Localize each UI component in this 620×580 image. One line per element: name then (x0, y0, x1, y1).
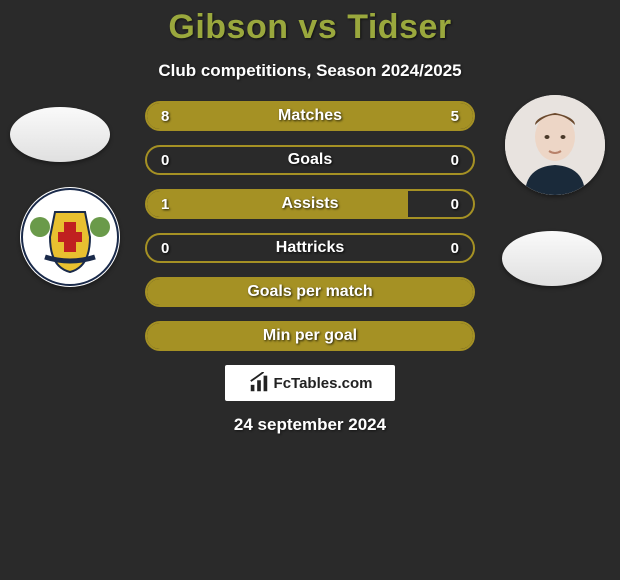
stat-value-left: 0 (161, 240, 169, 257)
logo-chart-icon (248, 372, 270, 394)
stat-label: Hattricks (276, 239, 344, 257)
subtitle: Club competitions, Season 2024/2025 (158, 61, 461, 81)
stat-row: 8 5 Matches (145, 101, 475, 131)
stat-value-left: 1 (161, 196, 169, 213)
page-title: Gibson vs Tidser (168, 8, 451, 47)
stat-label: Goals (288, 151, 332, 169)
stat-value-left: 8 (161, 108, 169, 125)
stat-row: 1 0 Assists (145, 189, 475, 219)
stat-value-right: 0 (451, 240, 459, 257)
stat-value-left: 0 (161, 152, 169, 169)
body-row: 8 5 Matches 0 0 Goals 1 0 Assists 0 0 Hattricks Goal… (0, 101, 620, 351)
stat-row: 0 0 Goals (145, 145, 475, 175)
fctables-logo: FcTables.com (225, 365, 395, 401)
stat-label: Matches (278, 107, 342, 125)
logo-text: FcTables.com (274, 375, 373, 392)
date-label: 24 september 2024 (234, 415, 386, 435)
stat-bars: 8 5 Matches 0 0 Goals 1 0 Assists 0 0 Hattricks Goal… (145, 101, 475, 351)
stat-row: 0 0 Hattricks (145, 233, 475, 263)
stat-label: Goals per match (247, 283, 372, 301)
player-left-blank-avatar (10, 107, 110, 162)
stat-value-right: 0 (451, 196, 459, 213)
stat-row: Goals per match (145, 277, 475, 307)
player-right-photo (505, 95, 605, 195)
stat-label: Min per goal (263, 327, 357, 345)
stat-fill-left (147, 191, 408, 217)
stat-value-right: 0 (451, 152, 459, 169)
stat-row: Min per goal (145, 321, 475, 351)
team-right-blank-badge (502, 231, 602, 286)
stat-label: Assists (282, 195, 339, 213)
team-left-badge (20, 187, 120, 287)
stat-value-right: 5 (451, 108, 459, 125)
comparison-card: Gibson vs Tidser Club competitions, Seas… (0, 0, 620, 435)
